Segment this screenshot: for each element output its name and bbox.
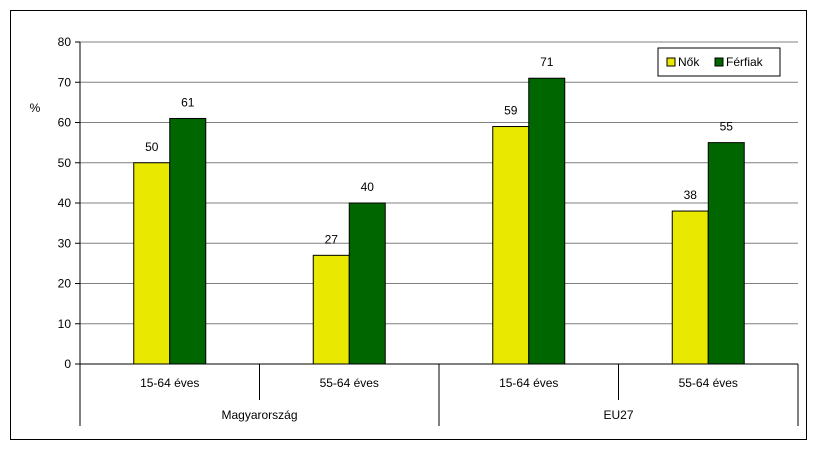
data-label: 59	[504, 104, 518, 118]
legend-label: Férfiak	[726, 55, 764, 69]
y-tick-label: 50	[58, 156, 72, 170]
y-tick-label: 70	[58, 75, 72, 89]
y-tick-label: 10	[58, 317, 72, 331]
bar	[671, 210, 709, 365]
bar	[312, 254, 350, 365]
data-label: 61	[181, 95, 195, 109]
y-tick-label: 30	[58, 236, 72, 250]
x-category-label: 15-64 éves	[140, 376, 199, 390]
data-label: 55	[720, 120, 734, 134]
bar	[348, 202, 386, 365]
data-label: 27	[325, 232, 339, 246]
bar	[528, 77, 566, 365]
y-tick-label: 60	[58, 116, 72, 130]
y-tick-label: 40	[58, 196, 72, 210]
data-label: 71	[540, 55, 554, 69]
bar	[492, 126, 530, 365]
legend-swatch	[714, 57, 724, 67]
x-category-label: 55-64 éves	[320, 376, 379, 390]
legend-swatch	[666, 57, 676, 67]
legend-label: Nők	[678, 55, 700, 69]
y-axis-label: %	[30, 101, 41, 115]
x-group-label: EU27	[603, 408, 633, 422]
bar	[133, 162, 171, 365]
data-label: 50	[145, 140, 159, 154]
y-tick-label: 80	[58, 35, 72, 49]
x-group-label: Magyarország	[221, 408, 297, 422]
x-category-label: 55-64 éves	[679, 376, 738, 390]
y-tick-label: 20	[58, 277, 72, 291]
data-label: 40	[361, 180, 375, 194]
y-tick-label: 0	[64, 357, 71, 371]
bar	[169, 117, 207, 365]
bar	[707, 142, 745, 365]
data-label: 38	[684, 188, 698, 202]
x-category-label: 15-64 éves	[499, 376, 558, 390]
